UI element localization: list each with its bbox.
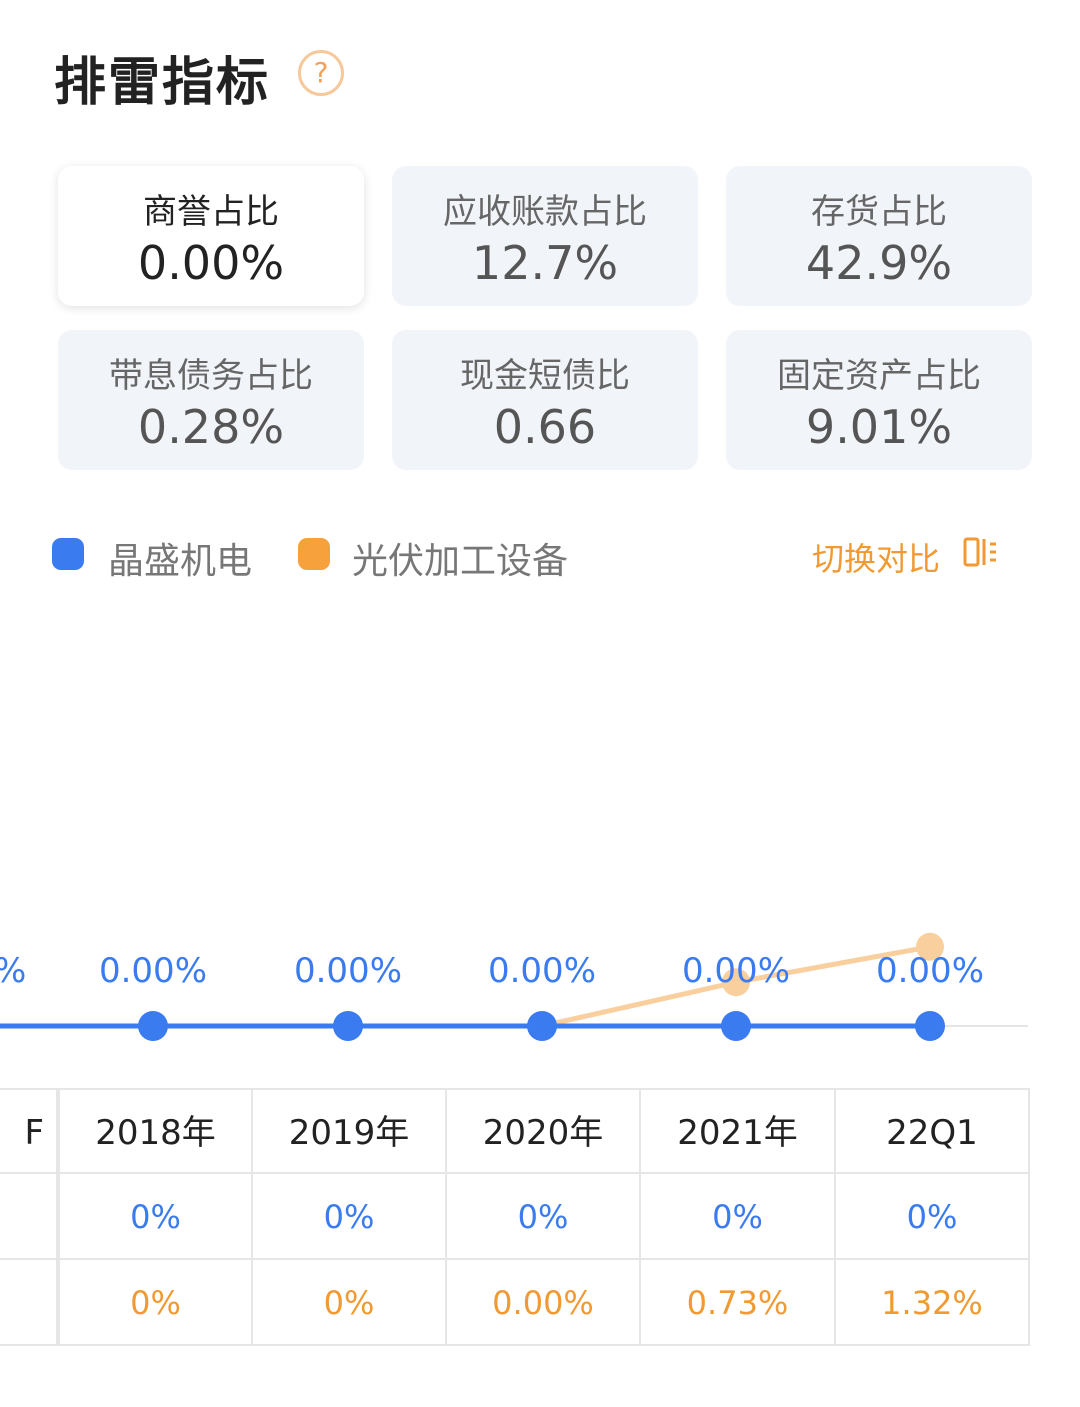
table-cell: 0% bbox=[836, 1174, 1030, 1260]
metric-value: 0.66 bbox=[493, 400, 597, 454]
metric-value: 0.28% bbox=[137, 400, 285, 454]
table-header-cell: 2020年 bbox=[447, 1088, 641, 1174]
metric-value: 0.00% bbox=[137, 236, 285, 290]
question-circle-icon[interactable]: ? bbox=[298, 50, 344, 96]
table-cell: 1.32% bbox=[836, 1260, 1030, 1346]
switch-compare-button[interactable]: 切换对比 bbox=[812, 540, 941, 578]
series-point-company bbox=[527, 1011, 557, 1041]
metric-label: 现金短债比 bbox=[460, 356, 630, 396]
metric-card-interest-debt[interactable]: 带息债务占比 0.28% bbox=[58, 330, 364, 470]
line-chart: % 0.00% 0.00% 0.00% 0.00% 0.00% bbox=[0, 932, 1028, 1041]
metric-value: 12.7% bbox=[471, 236, 619, 290]
switch-compare-icon[interactable] bbox=[962, 534, 998, 570]
data-label-company: 0.00% bbox=[99, 951, 207, 991]
page-title: 排雷指标 bbox=[54, 53, 271, 113]
data-label-company: 0.00% bbox=[294, 951, 402, 991]
metric-label: 商誉占比 bbox=[143, 192, 279, 232]
metric-label: 应收账款占比 bbox=[443, 192, 647, 232]
table-cell: 0% bbox=[641, 1174, 836, 1260]
data-table: F 2018年 2019年 2020年 2021年 22Q1 0% 0% 0% 0% 0% 0% 0%… bbox=[0, 1088, 1030, 1346]
legend-label-industry: 光伏加工设备 bbox=[352, 541, 569, 582]
table-cell: 0% bbox=[58, 1260, 253, 1346]
table-header-cell: 22Q1 bbox=[836, 1088, 1030, 1174]
metric-card-cash-debt-ratio[interactable]: 现金短债比 0.66 bbox=[392, 330, 698, 470]
table-header-cell: 2021年 bbox=[641, 1088, 836, 1174]
metric-label: 固定资产占比 bbox=[777, 356, 981, 396]
table-cell: 0% bbox=[253, 1174, 447, 1260]
metric-value: 9.01% bbox=[805, 400, 953, 454]
series-point-industry bbox=[722, 968, 750, 997]
table-header-cell: 2019年 bbox=[253, 1088, 447, 1174]
legend-label-company: 晶盛机电 bbox=[108, 541, 253, 582]
legend-dot-company bbox=[52, 538, 84, 570]
table-cell: 0% bbox=[253, 1260, 447, 1346]
table-cell: 0.73% bbox=[641, 1260, 836, 1346]
table-cell: 0% bbox=[58, 1174, 253, 1260]
metric-label: 存货占比 bbox=[811, 192, 947, 232]
table-cell: 0% bbox=[447, 1174, 641, 1260]
table-header-cell: 2018年 bbox=[58, 1088, 253, 1174]
series-point-company bbox=[333, 1011, 363, 1041]
table-cell: 0.00% bbox=[447, 1260, 641, 1346]
metric-card-fixed-assets[interactable]: 固定资产占比 9.01% bbox=[726, 330, 1032, 470]
series-point-company bbox=[138, 1011, 168, 1041]
data-label-company: 0.00% bbox=[876, 951, 984, 991]
metric-label: 带息债务占比 bbox=[109, 356, 313, 396]
metric-card-receivables[interactable]: 应收账款占比 12.7% bbox=[392, 166, 698, 306]
series-point-industry bbox=[916, 932, 944, 961]
chart-clipped-label: % bbox=[0, 951, 26, 991]
table-cell-clipped bbox=[0, 1174, 58, 1260]
metric-card-goodwill[interactable]: 商誉占比 0.00% bbox=[58, 166, 364, 306]
metric-card-inventory[interactable]: 存货占比 42.9% bbox=[726, 166, 1032, 306]
metric-value: 42.9% bbox=[805, 236, 953, 290]
data-label-company: 0.00% bbox=[682, 951, 790, 991]
table-cell-clipped bbox=[0, 1260, 58, 1346]
legend-dot-industry bbox=[298, 538, 330, 570]
data-label-company: 0.00% bbox=[488, 951, 596, 991]
series-point-company bbox=[915, 1011, 945, 1041]
table-header-clipped: F bbox=[0, 1088, 58, 1174]
series-point-company bbox=[721, 1011, 751, 1041]
